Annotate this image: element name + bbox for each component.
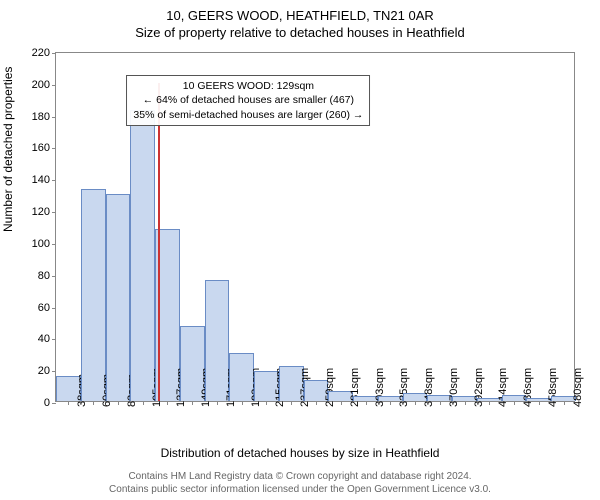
annotation-line-1: 10 GEERS WOOD: 129sqm xyxy=(133,79,363,93)
x-tick-label: 480sqm xyxy=(568,368,584,407)
x-tick-label: 348sqm xyxy=(419,368,435,407)
y-axis-label: Number of detached properties xyxy=(1,67,15,232)
x-tick-label: 281sqm xyxy=(345,368,361,407)
annotation-callout: 10 GEERS WOOD: 129sqm← 64% of detached h… xyxy=(126,75,370,126)
annotation-line-2: ← 64% of detached houses are smaller (46… xyxy=(133,93,363,107)
x-tick-label: 414sqm xyxy=(493,368,509,407)
histogram-bar xyxy=(106,194,131,401)
footer-line-2: Contains public sector information licen… xyxy=(0,483,600,496)
x-tick-label: 436sqm xyxy=(518,368,534,407)
x-tick-label: 325sqm xyxy=(394,368,410,407)
x-tick-label: 259sqm xyxy=(320,368,336,407)
footer-attribution: Contains HM Land Registry data © Crown c… xyxy=(0,470,600,496)
chart-plot-area: 02040608010012014016018020022038sqm60sqm… xyxy=(55,52,575,402)
x-tick-label: 303sqm xyxy=(370,368,386,407)
page-subtitle: Size of property relative to detached ho… xyxy=(0,23,600,40)
histogram-bar xyxy=(81,189,106,401)
page-title: 10, GEERS WOOD, HEATHFIELD, TN21 0AR xyxy=(0,0,600,23)
annotation-line-3: 35% of semi-detached houses are larger (… xyxy=(133,108,363,122)
histogram-bar xyxy=(130,110,155,401)
x-tick-label: 370sqm xyxy=(444,368,460,407)
x-axis-label: Distribution of detached houses by size … xyxy=(0,446,600,460)
x-tick-label: 458sqm xyxy=(543,368,559,407)
x-tick-label: 392sqm xyxy=(469,368,485,407)
footer-line-1: Contains HM Land Registry data © Crown c… xyxy=(0,470,600,483)
highlight-marker-line xyxy=(158,83,160,401)
